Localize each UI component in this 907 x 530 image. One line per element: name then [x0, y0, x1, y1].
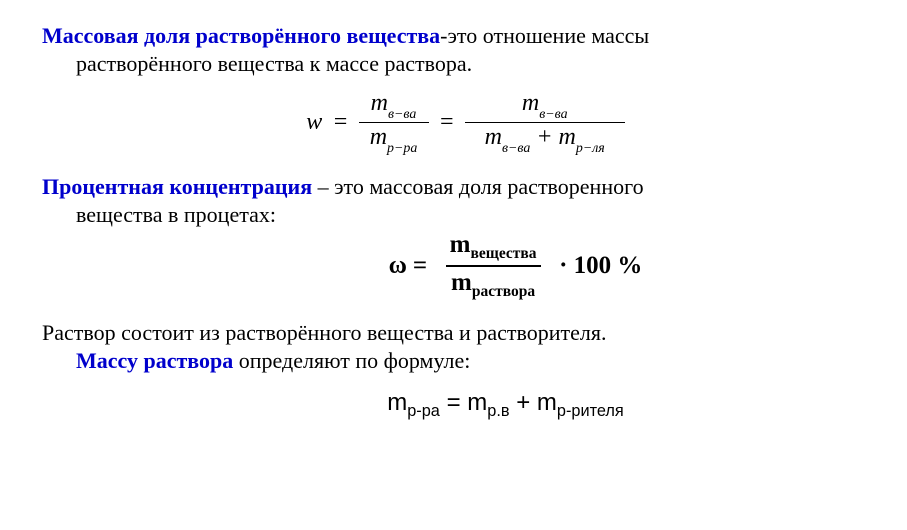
section-1: Массовая доля растворённого вещества-это…: [42, 22, 889, 77]
f1-num2-sub: в−ва: [539, 107, 567, 122]
equals-sign: =: [439, 107, 455, 137]
sec3-line1: Раствор состоит из растворённого веществ…: [42, 319, 889, 347]
f3-lhs-var: m: [387, 389, 407, 416]
f2-den-var: m: [451, 269, 472, 296]
f1-den1-sub: р−ра: [387, 141, 417, 156]
f3-r1-sub: р.в: [487, 402, 509, 420]
section-2: Процентная концентрация – это массовая д…: [42, 173, 889, 228]
f1-den2b-sub: р−ля: [576, 141, 605, 156]
equals-sign: =: [413, 250, 427, 281]
def2-part2: вещества в процетах:: [76, 201, 889, 229]
f1-lhs: w: [306, 107, 322, 137]
f1-den2a-var: m: [485, 124, 502, 150]
f1-frac2: mв−ва mв−ва + mр−ля: [465, 91, 625, 153]
f1-frac1: mв−ва mр−ра: [359, 91, 429, 153]
def1-part2: растворённого вещества к массе раствора.: [76, 50, 889, 78]
f1-num2-var: m: [522, 90, 539, 116]
equals-sign: =: [332, 107, 348, 137]
term-mass-solution: Массу раствора: [76, 348, 233, 373]
formula-2: ω = mвещества mраствора · 100 %: [42, 232, 889, 299]
f3-r2-var: m: [537, 389, 557, 416]
def1-part1: -это отношение массы: [440, 23, 649, 48]
plus-sign: +: [516, 389, 537, 416]
f2-lhs: ω: [389, 250, 407, 281]
def2-part1: – это массовая доля растворенного: [312, 174, 643, 199]
f2-num-sub: вещества: [470, 245, 536, 262]
formula-1: w = mв−ва mр−ра = mв−ва mв−ва + mр−ля: [42, 91, 889, 153]
f2-frac: mвещества mраствора: [433, 232, 553, 299]
sec3-def: определяют по формуле:: [233, 348, 470, 373]
f2-den-sub: раствора: [472, 283, 535, 300]
formula-3: mр-ра = mр.в + mр-рителя: [42, 388, 889, 421]
plus-sign: +: [536, 124, 558, 150]
f2-num-var: m: [450, 231, 471, 258]
term-mass-fraction: Массовая доля растворённого вещества: [42, 23, 440, 48]
f3-r2-sub: р-рителя: [557, 402, 624, 420]
f1-den2b-var: m: [559, 124, 576, 150]
section-3: Раствор состоит из растворённого веществ…: [42, 319, 889, 374]
f2-tail: · 100 %: [559, 250, 642, 281]
f1-num1-sub: в−ва: [388, 107, 416, 122]
f1-den2a-sub: в−ва: [502, 141, 530, 156]
f1-den1-var: m: [370, 124, 387, 150]
equals-sign: =: [447, 389, 468, 416]
term-percent-conc: Процентная концентрация: [42, 174, 312, 199]
f3-lhs-sub: р-ра: [407, 402, 440, 420]
f1-num1-var: m: [371, 90, 388, 116]
f3-r1-var: m: [467, 389, 487, 416]
